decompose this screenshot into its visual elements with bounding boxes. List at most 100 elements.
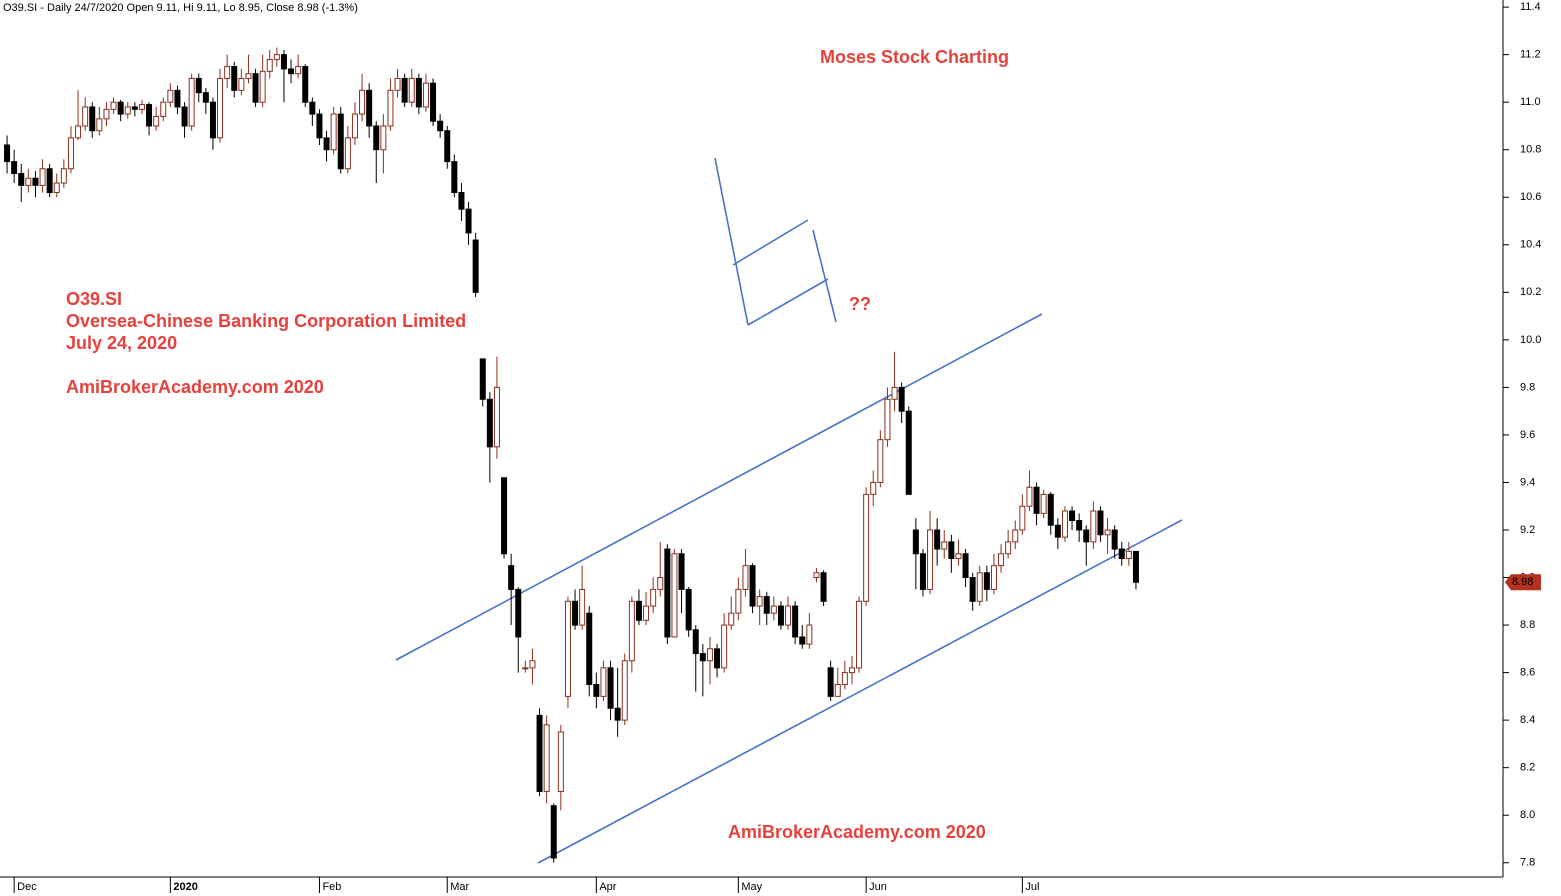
candle-body [60, 168, 67, 184]
candle-body [344, 137, 351, 170]
candle-body [309, 101, 316, 115]
y-tick-label: 8.6 [1520, 667, 1535, 679]
candle-body [273, 54, 280, 60]
y-tick-label: 11.2 [1520, 49, 1541, 61]
candle-body [138, 104, 145, 110]
candle-body [863, 493, 870, 602]
candle-body [351, 113, 358, 139]
candle-body [89, 106, 96, 132]
y-tick-label: 10.8 [1520, 144, 1541, 156]
candle-body [103, 108, 110, 120]
candle-body [990, 565, 997, 590]
candle-body [259, 70, 266, 103]
candle-body [231, 66, 238, 91]
candle-body [678, 553, 685, 590]
candle-body [1104, 529, 1111, 536]
candle-body [451, 161, 458, 194]
candle-body [557, 731, 564, 792]
candle-body [806, 624, 813, 645]
candle-body [46, 168, 53, 194]
candle-body [998, 553, 1005, 567]
candle-body [238, 77, 245, 91]
candle-body [472, 239, 479, 293]
annotation: AmiBrokerAcademy.com 2020 [66, 377, 324, 397]
candle-body [529, 660, 536, 669]
candle-body [380, 125, 387, 151]
candle-body [479, 358, 486, 400]
candle-body [714, 648, 721, 669]
y-tick-label: 10.0 [1520, 334, 1541, 346]
candle-body [302, 66, 309, 103]
candle-body [1012, 529, 1019, 543]
trend-line [714, 157, 749, 326]
candle-body [96, 118, 103, 132]
trend-line [395, 313, 1043, 661]
candle-body [373, 125, 380, 151]
candle-body [25, 177, 32, 186]
candle-body [522, 667, 529, 670]
candle-body [983, 572, 990, 590]
annotation: July 24, 2020 [66, 333, 177, 353]
x-tick-label: Jul [1025, 881, 1039, 893]
candle-body [1061, 510, 1068, 538]
candle-body [884, 398, 891, 441]
candle-body [217, 77, 224, 139]
candle-body [1054, 524, 1061, 538]
candle-body [153, 115, 160, 127]
candle-body [870, 481, 877, 495]
annotation: Moses Stock Charting [820, 47, 1009, 67]
annotation: ?? [849, 294, 871, 314]
candle-body [195, 77, 202, 94]
candle-body [1132, 550, 1139, 583]
candle-body [1118, 548, 1125, 560]
annotation: AmiBrokerAcademy.com 2020 [728, 822, 986, 842]
y-tick-label: 9.4 [1520, 476, 1535, 488]
candle-body [912, 529, 919, 555]
x-tick-label: Apr [599, 881, 616, 893]
candle-body [174, 89, 181, 108]
candle-body [1005, 541, 1012, 555]
candle-body [763, 596, 770, 614]
chart-title: O39.SI - Daily 24/7/2020 Open 9.11, Hi 9… [3, 2, 358, 14]
candle-body [813, 572, 820, 579]
candle-body [1125, 550, 1132, 560]
candle-body [18, 172, 25, 186]
candle-body [160, 101, 167, 117]
candle-body [252, 73, 259, 103]
candle-body [877, 439, 884, 483]
candle-body [898, 386, 905, 412]
candle-body [4, 144, 11, 163]
annotation: Oversea-Chinese Banking Corporation Limi… [66, 311, 466, 331]
candle-body [572, 600, 579, 626]
candle-body [1033, 486, 1040, 514]
candle-body [699, 653, 706, 662]
candle-body [891, 386, 898, 400]
candle-body [67, 137, 74, 170]
candle-body [841, 672, 848, 685]
candle-body [11, 161, 18, 174]
candle-body [643, 605, 650, 621]
candle-body [1026, 486, 1033, 507]
candle-body [792, 605, 799, 638]
candle-body [628, 600, 635, 662]
candle-body [770, 605, 777, 614]
candle-body [785, 605, 792, 626]
candle-body [1076, 519, 1083, 531]
x-tick-label: Dec [17, 881, 37, 893]
candle-body [621, 660, 628, 721]
y-tick-label: 8.8 [1520, 619, 1535, 631]
y-tick-label: 9.2 [1520, 524, 1535, 536]
candle-body [1040, 493, 1047, 514]
candle-body [422, 82, 429, 108]
candle-body [323, 137, 330, 151]
candle-body [486, 398, 493, 448]
candle-body [948, 541, 955, 560]
candle-body [706, 648, 713, 662]
x-tick-label: Jun [869, 881, 887, 893]
candle-body [650, 588, 657, 607]
candle-body [266, 58, 273, 72]
candle-body [1019, 505, 1026, 531]
trend-line [812, 229, 837, 323]
candle-body [224, 66, 231, 79]
candle-body [848, 667, 855, 674]
